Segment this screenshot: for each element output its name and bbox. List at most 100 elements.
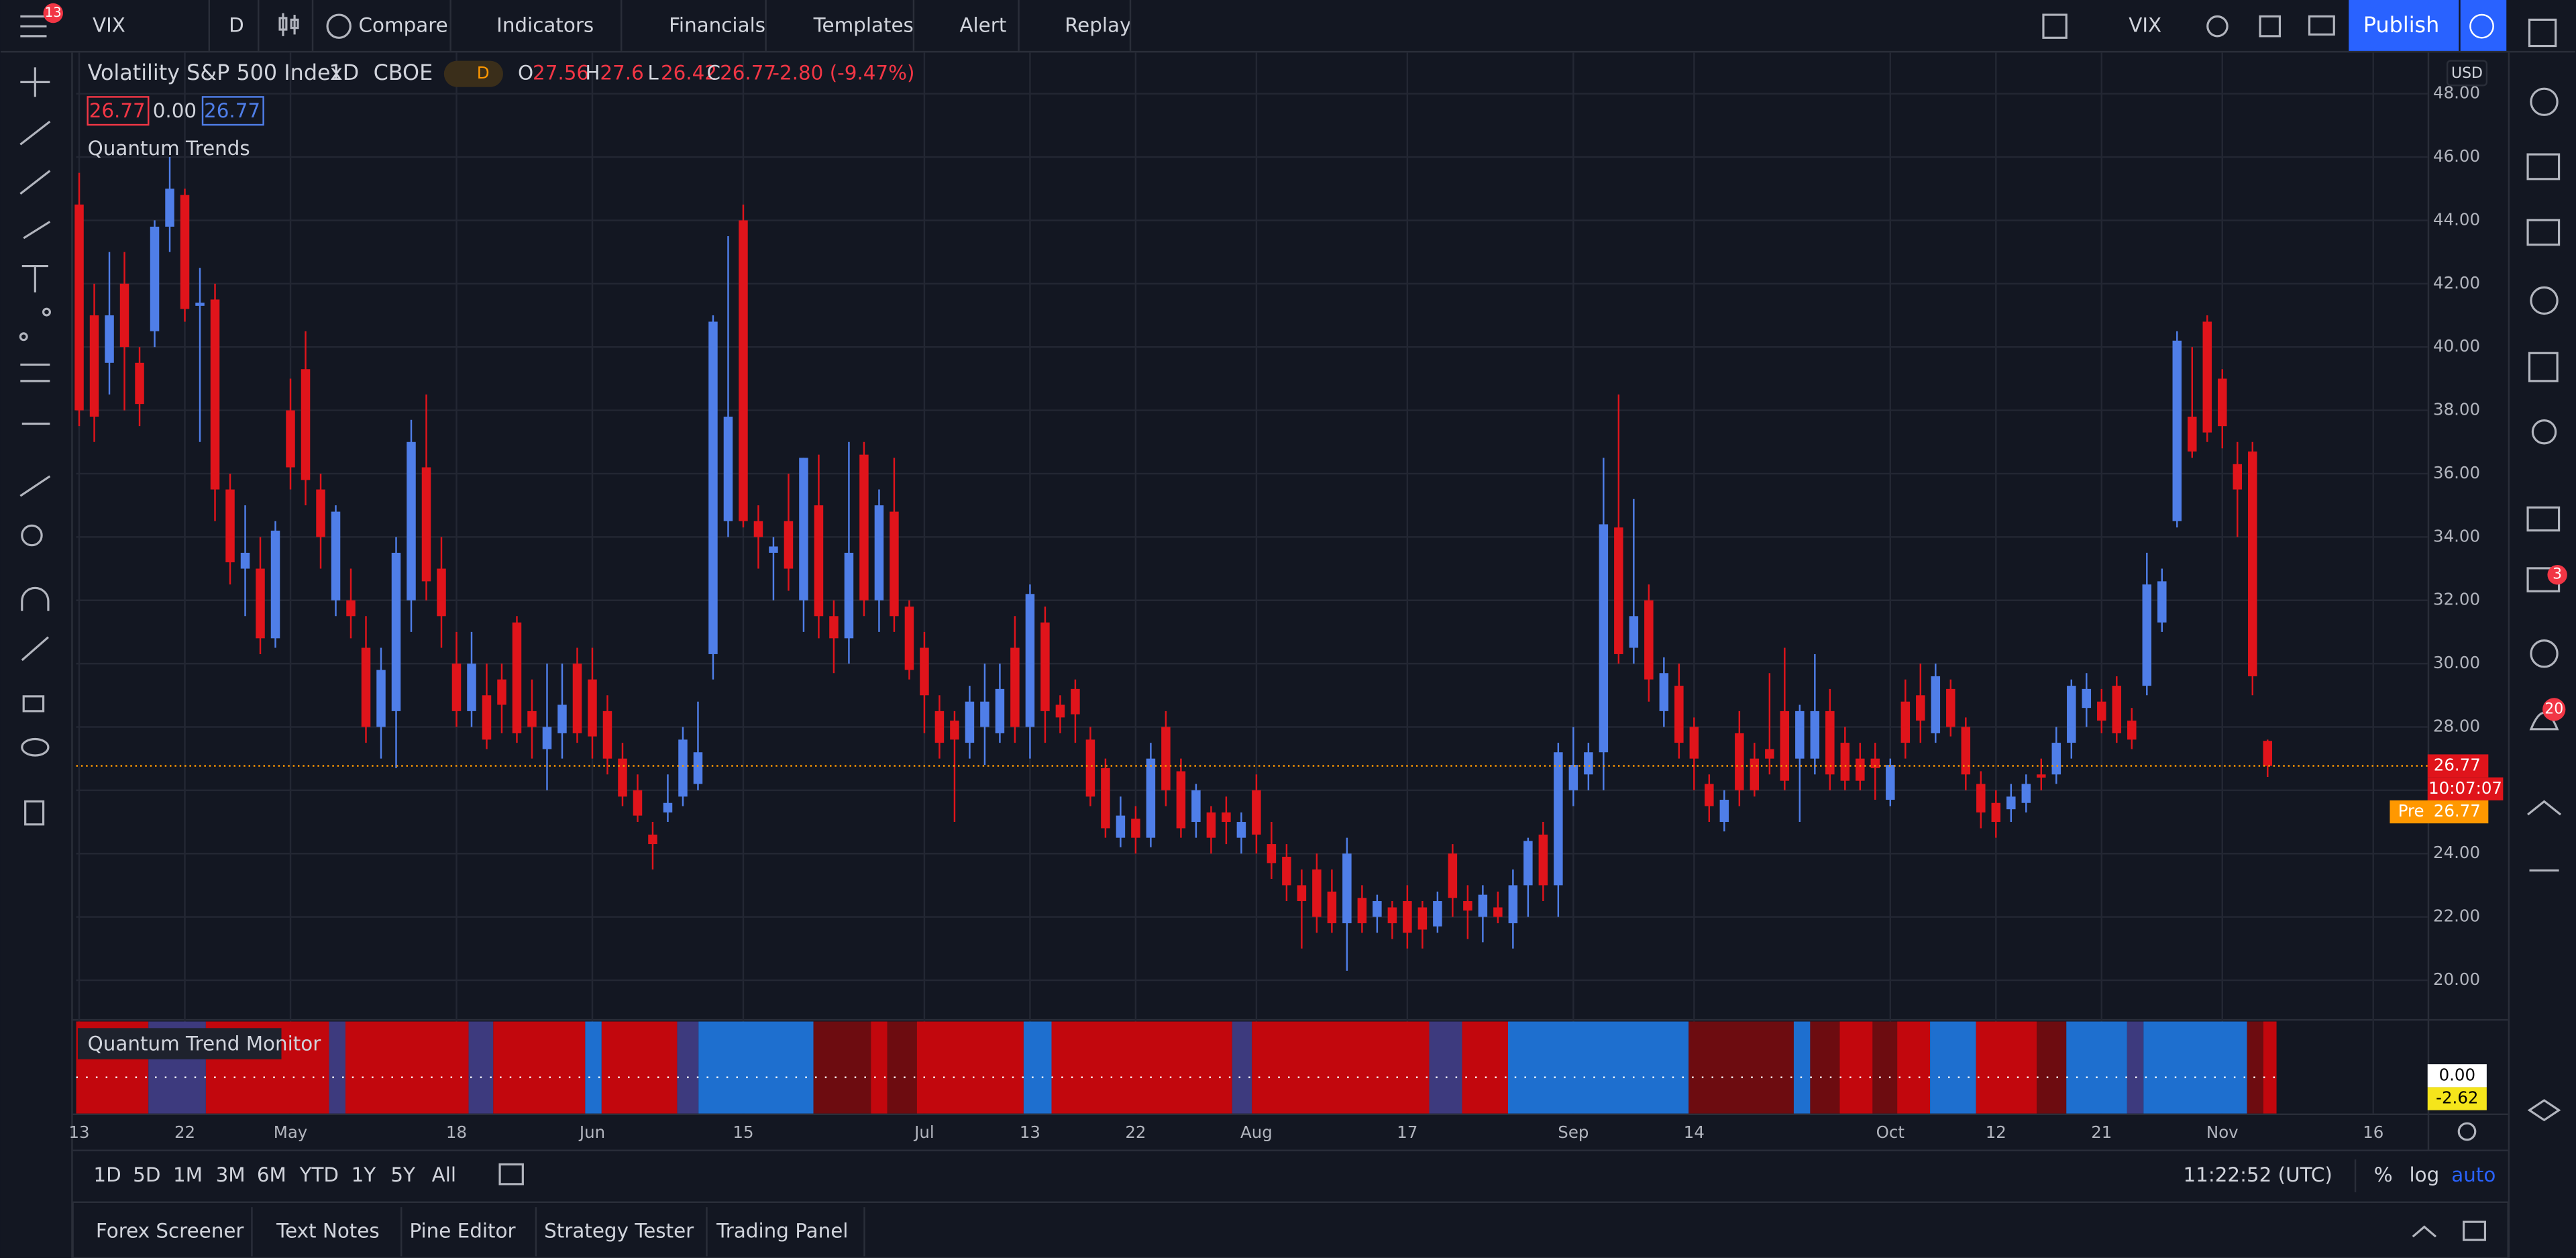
candle-body	[2082, 688, 2092, 709]
alert-button[interactable]: Alert	[959, 14, 1006, 37]
panel-tab[interactable]: Pine Editor	[409, 1219, 516, 1242]
chart-type-icon[interactable]	[278, 13, 299, 36]
snapshot-icon[interactable]	[2308, 15, 2335, 36]
candle-body	[1101, 768, 1110, 829]
currency: USD	[2451, 65, 2483, 82]
y-tick-label: 48.00	[2433, 83, 2480, 103]
open-label: O	[518, 62, 533, 85]
legend: Volatility S&P 500 Index 1D CBOE D O 27.…	[87, 60, 914, 160]
candle-body	[1297, 885, 1307, 902]
candle-body	[995, 688, 1005, 733]
low-label: L	[647, 62, 659, 85]
bottom-tabs: Forex Screener Text Notes Pine Editor Strat…	[96, 1207, 865, 1257]
y-tick-label: 30.00	[2433, 653, 2480, 672]
candle-body	[2006, 796, 2016, 810]
candle-body	[89, 315, 99, 417]
replay-button[interactable]: Replay	[1065, 14, 1131, 37]
candle-body	[2202, 321, 2212, 433]
trend-zone	[1872, 1021, 1898, 1114]
candle-body	[1327, 891, 1337, 924]
candle-body	[1870, 758, 1880, 768]
candle-body	[618, 758, 627, 797]
candle-body	[1659, 673, 1669, 711]
market-badge	[443, 60, 503, 87]
x-tick-label: 13	[68, 1122, 89, 1142]
candle-body	[890, 511, 899, 617]
panel-controls	[2412, 1220, 2487, 1241]
compare-button[interactable]: Compare	[359, 14, 448, 37]
pane-title: Quantum Trend Monitor	[88, 1032, 322, 1055]
candle-body	[1417, 907, 1428, 930]
candle-body	[557, 704, 567, 733]
candle-body	[451, 664, 462, 711]
date-range-icon[interactable]	[498, 1163, 524, 1186]
range-button[interactable]: 1Y	[352, 1163, 376, 1186]
candle-body	[2263, 741, 2273, 766]
trend-zone	[2037, 1021, 2067, 1114]
fullscreen-icon[interactable]	[2259, 15, 2282, 38]
candle-body	[421, 467, 431, 582]
panel-tab[interactable]: Forex Screener	[96, 1219, 244, 1242]
templates-button[interactable]: Templates	[813, 14, 914, 37]
trend-zone	[1232, 1021, 1252, 1114]
trend-zone	[493, 1021, 586, 1114]
range-button[interactable]: 5Y	[390, 1163, 415, 1186]
interval-button[interactable]: D	[229, 14, 244, 37]
range-button[interactable]: YTD	[299, 1163, 339, 1186]
publish-button[interactable]	[2349, 0, 2459, 51]
panel-tab[interactable]: Trading Panel	[716, 1219, 848, 1242]
pre-tag-value: 26.77	[2434, 801, 2481, 821]
open-value: 27.56	[533, 62, 589, 85]
candle-body	[180, 195, 190, 309]
candle-body	[1146, 758, 1156, 838]
candle-body	[2021, 784, 2031, 803]
value-box	[201, 96, 264, 126]
bottom-panel	[72, 1201, 2509, 1258]
x-tick-label: Sep	[1558, 1122, 1589, 1142]
layout-icon[interactable]	[2042, 13, 2068, 39]
candle-body	[225, 489, 235, 563]
auto-toggle[interactable]: auto	[2451, 1163, 2496, 1186]
candle-body	[1463, 901, 1472, 911]
layout-symbol[interactable]: VIX	[2129, 14, 2161, 37]
percent-toggle[interactable]: %	[2374, 1163, 2393, 1186]
play-button[interactable]	[2460, 0, 2507, 51]
panel-tab[interactable]: Text Notes	[276, 1219, 380, 1242]
candle-body	[980, 701, 989, 727]
trend-zone	[2066, 1021, 2127, 1114]
price-tag	[2427, 754, 2489, 778]
candle-body	[844, 552, 854, 639]
candle-body	[1900, 701, 1911, 743]
candle-body	[1810, 711, 1820, 759]
range-button[interactable]: 1M	[173, 1163, 203, 1186]
financials-button[interactable]: Financials	[669, 14, 765, 37]
candle-body	[1508, 885, 1518, 924]
settings-icon[interactable]	[2206, 15, 2229, 38]
candle-body	[814, 505, 824, 617]
candle-body	[2188, 417, 2197, 452]
badge-count: 3	[2553, 566, 2562, 583]
range-button[interactable]: 1D	[93, 1163, 121, 1186]
symbol-search[interactable]: VIX	[93, 14, 125, 37]
panel-tab[interactable]: Strategy Tester	[544, 1219, 694, 1242]
trend-zone	[2263, 1021, 2277, 1114]
log-toggle[interactable]: log	[2409, 1163, 2439, 1186]
range-button[interactable]: 6M	[257, 1163, 286, 1186]
axis-settings[interactable]	[2457, 1122, 2477, 1141]
value-tag	[2427, 1087, 2487, 1110]
range-button[interactable]: All	[432, 1163, 456, 1186]
indicators-button[interactable]: Indicators	[496, 14, 594, 37]
range-button[interactable]: 5D	[133, 1163, 160, 1186]
trend-zone	[585, 1021, 602, 1114]
candle-body	[1403, 901, 1412, 933]
candle-body	[361, 647, 371, 727]
candle-body	[2097, 701, 2106, 721]
top-toolbar: 13 VIX D Compare Indicators Financials T…	[0, 0, 2576, 53]
trend-zone	[1252, 1021, 1430, 1114]
candle-body	[1010, 647, 1020, 727]
menu-button[interactable]	[20, 15, 47, 38]
candle-body	[1719, 800, 1729, 823]
range-button[interactable]: 3M	[216, 1163, 246, 1186]
